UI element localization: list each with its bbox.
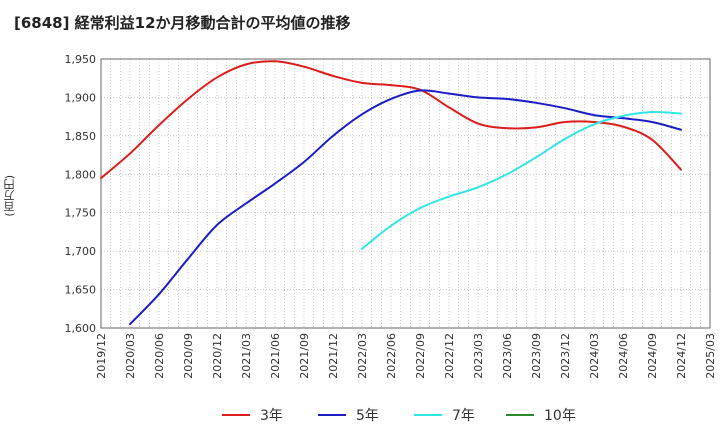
x-tick-label: 2024/09 <box>646 333 659 379</box>
x-tick-label: 2023/06 <box>501 333 514 379</box>
y-tick-label: 1,600 <box>65 322 97 335</box>
legend-label: 7年 <box>452 408 475 424</box>
legend-label: 10年 <box>544 408 576 424</box>
series-lines <box>100 60 682 326</box>
x-tick-label: 2021/03 <box>240 333 253 379</box>
x-tick-label: 2024/06 <box>617 333 630 379</box>
x-tick-label: 2020/03 <box>124 333 137 379</box>
x-tick-label: 2025/03 <box>704 333 717 379</box>
x-tick-label: 2023/03 <box>472 333 485 379</box>
x-tick-label: 2023/12 <box>559 333 572 379</box>
x-tick-label: 2020/09 <box>182 333 195 379</box>
y-tick-label: 1,850 <box>65 130 97 143</box>
x-tick-labels: 2019/12 2020/03 2020/06 2020/09 2020/12 2021/… <box>95 333 717 379</box>
x-tick-label: 2021/06 <box>269 333 282 379</box>
y-tick-label: 1,750 <box>65 207 97 220</box>
plot-frame <box>100 58 711 329</box>
series-line-7年 <box>361 110 682 250</box>
legend: 3年 5年 7年 10年 <box>0 403 720 427</box>
y-tick-label: 1,650 <box>65 284 97 297</box>
legend-item: 7年 <box>414 403 475 427</box>
x-tick-label: 2022/06 <box>385 333 398 379</box>
legend-label: 3年 <box>260 408 283 424</box>
series-line-3年 <box>100 60 682 180</box>
x-tick-label: 2021/09 <box>298 333 311 379</box>
y-tick-label: 1,700 <box>65 245 97 258</box>
x-tick-label: 2020/06 <box>153 333 166 379</box>
legend-item: 10年 <box>506 403 576 427</box>
legend-swatch <box>506 414 534 416</box>
legend-swatch <box>318 414 346 416</box>
x-tick-label: 2019/12 <box>95 333 108 379</box>
legend-label: 5年 <box>356 408 379 424</box>
grid-lines <box>101 58 710 329</box>
y-tick-labels: 1,600 1,650 1,700 1,750 1,800 1,850 1,900 1,950 <box>65 53 97 335</box>
y-tick-label: 1,800 <box>65 168 97 181</box>
legend-swatch <box>414 414 442 416</box>
legend-swatch <box>222 414 250 416</box>
x-tick-label: 2023/09 <box>530 333 543 379</box>
x-tick-label: 2020/12 <box>211 333 224 379</box>
x-tick-label: 2022/03 <box>356 333 369 379</box>
legend-item: 3年 <box>222 403 283 427</box>
y-tick-label: 1,900 <box>65 91 97 104</box>
x-tick-label: 2021/12 <box>327 333 340 379</box>
y-tick-label: 1,950 <box>65 53 97 66</box>
line-chart: 1,600 1,650 1,700 1,750 1,800 1,850 1,900 1,950… <box>65 53 718 379</box>
legend-item: 5年 <box>318 403 379 427</box>
chart-title: [6848] 経常利益12か月移動合計の平均値の推移 <box>14 14 351 32</box>
series-line-5年 <box>129 89 682 326</box>
x-tick-label: 2024/12 <box>675 333 688 379</box>
x-tick-label: 2024/03 <box>588 333 601 379</box>
x-tick-label: 2022/09 <box>414 333 427 379</box>
x-tick-label: 2022/12 <box>443 333 456 379</box>
